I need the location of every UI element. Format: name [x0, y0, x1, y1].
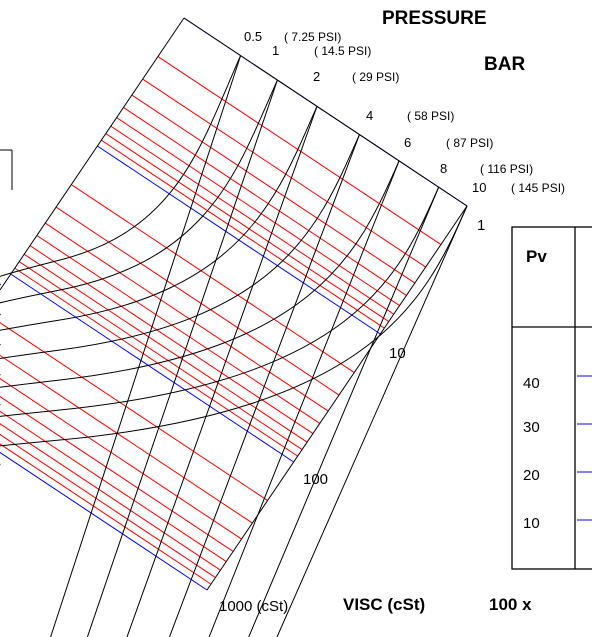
pressure-psi-label: ( 7.25 PSI) [284, 30, 341, 44]
minor-gridline [0, 443, 212, 585]
pv-table: Pv 40 30 20 10 [511, 226, 592, 570]
minor-gridline [18, 261, 303, 451]
pressure-psi-label: ( 14.5 PSI) [314, 44, 371, 58]
pressure-curve [0, 186, 440, 436]
pressure-guide-line [86, 79, 278, 637]
viscosity-gridlines [0, 17, 468, 591]
minor-gridline [23, 253, 308, 443]
minor-gridline [36, 235, 321, 424]
minor-gridline [14, 267, 298, 457]
pressure-curve [0, 160, 400, 406]
pressure-psi-label: ( 58 PSI) [407, 109, 454, 123]
pv-row-label: 10 [523, 515, 540, 532]
pressure-psi-label: ( 116 PSI) [480, 162, 533, 176]
minor-gridline [0, 423, 221, 571]
minor-gridline [116, 117, 400, 307]
pressure-psi-label: ( 87 PSI) [446, 136, 493, 150]
pressure-psi-label: ( 145 PSI) [511, 181, 565, 195]
pv-table-frame [511, 226, 592, 570]
factor-label: 100 x [489, 595, 532, 614]
grid-frame [0, 17, 468, 591]
pressure-bar-label: 8 [440, 161, 447, 176]
pressure-bar-label: 6 [404, 135, 411, 150]
pv-row-label: 20 [523, 467, 540, 484]
minor-gridline [0, 396, 234, 552]
frame-right-edge [206, 205, 468, 591]
pv-row-label: 30 [523, 419, 540, 436]
pressure-guide-line [126, 106, 318, 637]
decade-gridline [0, 451, 208, 591]
pressure-guide-line [248, 187, 440, 637]
minor-gridline [142, 78, 426, 268]
minor-gridline [55, 206, 340, 396]
viscosity-scale: 1 10 100 1000 (cSt) [219, 217, 485, 615]
pressure-curve [0, 134, 360, 376]
decade-gridline [10, 273, 294, 463]
pressure-scale: 0.5 ( 7.25 PSI) 1 ( 14.5 PSI) 2 ( 29 PSI… [244, 29, 565, 195]
pressure-curve [0, 205, 468, 466]
viscosity-label: 1 [477, 217, 485, 234]
minor-gridline [44, 222, 329, 412]
minor-gridline [0, 410, 227, 563]
minor-gridline [0, 322, 268, 501]
minor-gridline [70, 184, 355, 373]
pressure-curves [0, 55, 468, 637]
minor-gridline [0, 354, 253, 524]
pressure-bar-label: 1 [272, 43, 279, 58]
pressure-heading: PRESSURE [382, 8, 487, 29]
pressure-bar-label: 4 [366, 108, 373, 123]
minor-gridline [0, 378, 242, 540]
pressure-guide-line [276, 205, 468, 637]
pressure-curve [0, 79, 278, 316]
pv-table-rows: 40 30 20 10 [523, 375, 592, 532]
minor-gridline [123, 107, 407, 296]
pressure-psi-label: ( 29 PSI) [352, 70, 399, 84]
pv-table-header: Pv [526, 247, 547, 266]
minor-gridline [105, 133, 390, 323]
minor-gridline [157, 56, 442, 245]
pressure-guide-line [168, 134, 360, 637]
pressure-guide-line [50, 55, 242, 637]
viscosity-label: 100 [303, 471, 328, 488]
pressure-curve [0, 55, 242, 286]
minor-gridline [101, 139, 385, 329]
pressure-bar-label: 2 [313, 69, 320, 84]
pressure-curve [0, 106, 318, 346]
viscosity-axis-title: VISC (cSt) [343, 595, 425, 614]
pressure-bar-label: 10 [472, 180, 486, 195]
minor-gridline [110, 125, 395, 315]
frame-left-edge [0, 17, 185, 291]
bar-heading: BAR [484, 54, 525, 75]
pv-row-label: 40 [523, 375, 540, 392]
pressure-guide-line [208, 160, 400, 637]
frame-top-edge [183, 17, 468, 207]
minor-gridline [0, 433, 216, 579]
viscosity-label: 1000 (cSt) [219, 598, 288, 615]
viscosity-label: 10 [389, 345, 406, 362]
minor-gridline [29, 245, 314, 435]
pressure-bar-label: 0.5 [244, 29, 262, 44]
minor-gridline [131, 94, 416, 284]
